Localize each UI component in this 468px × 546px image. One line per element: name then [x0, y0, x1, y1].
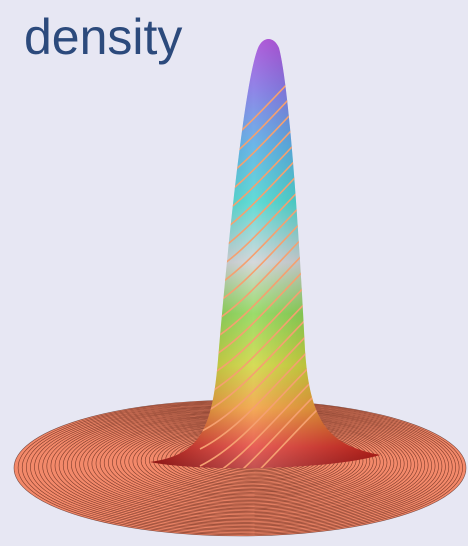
contour-line	[199, 355, 321, 467]
contour-line	[199, 304, 321, 416]
contour-line	[199, 321, 321, 433]
contour-line	[199, 372, 321, 469]
contour-line	[199, 406, 321, 469]
contour-line	[199, 338, 321, 450]
peak-shading	[150, 39, 380, 469]
title: density	[24, 9, 182, 65]
contour-line	[199, 389, 321, 469]
